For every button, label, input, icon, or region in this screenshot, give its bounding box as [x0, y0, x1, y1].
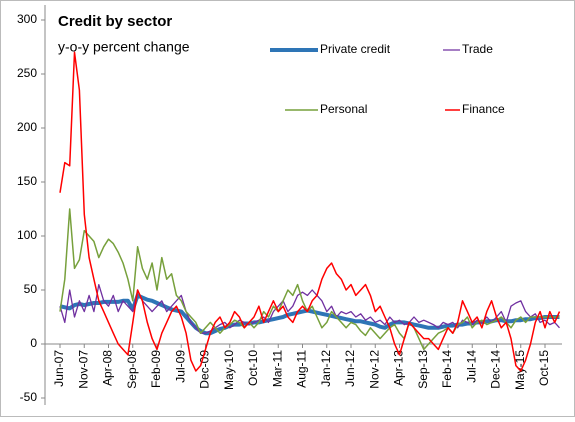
y-tick-label: 250 — [17, 66, 37, 80]
chart-title: Credit by sector — [58, 13, 172, 30]
y-tick-label: 100 — [17, 228, 37, 242]
x-tick-label: Jun-12 — [343, 350, 357, 387]
legend-label: Trade — [462, 42, 493, 56]
x-tick-label: Aug-11 — [295, 350, 309, 388]
series-line — [59, 208, 560, 351]
legend-label: Private credit — [320, 42, 391, 56]
x-tick-label: Dec-09 — [198, 350, 212, 389]
y-tick-label: 300 — [17, 12, 37, 26]
x-tick-label: Oct-10 — [246, 350, 260, 386]
y-tick-label: 150 — [17, 174, 37, 188]
x-tick-label: Apr-08 — [101, 350, 115, 386]
x-tick-label: Nov-07 — [76, 350, 90, 389]
x-tick-label: Sep-08 — [125, 350, 139, 389]
series-line — [59, 51, 561, 372]
x-tick-label: Jun-07 — [52, 350, 66, 387]
x-tick-label: Sep-13 — [416, 350, 430, 389]
x-tick-label: Feb-14 — [440, 350, 454, 388]
y-tick-label: 50 — [24, 282, 38, 296]
x-tick-label: Oct-15 — [537, 350, 551, 386]
x-tick-label: May-10 — [222, 350, 236, 390]
legend-label: Personal — [320, 102, 367, 116]
x-tick-label: Dec-14 — [489, 350, 503, 389]
chart-subtitle: y-o-y percent change — [58, 39, 190, 55]
x-tick-label: Feb-09 — [149, 350, 163, 388]
y-tick-label: -50 — [20, 390, 38, 404]
x-tick-label: Jul-09 — [173, 350, 187, 383]
x-tick-label: Jan-12 — [319, 350, 333, 387]
y-tick-label: 200 — [17, 120, 37, 134]
y-tick-label: 0 — [30, 336, 37, 350]
x-tick-label: Apr-13 — [392, 350, 406, 386]
x-tick-label: Nov-12 — [367, 350, 381, 389]
x-tick-label: Jul-14 — [464, 350, 478, 383]
legend-label: Finance — [462, 102, 505, 116]
x-tick-label: Mar-11 — [270, 350, 284, 387]
